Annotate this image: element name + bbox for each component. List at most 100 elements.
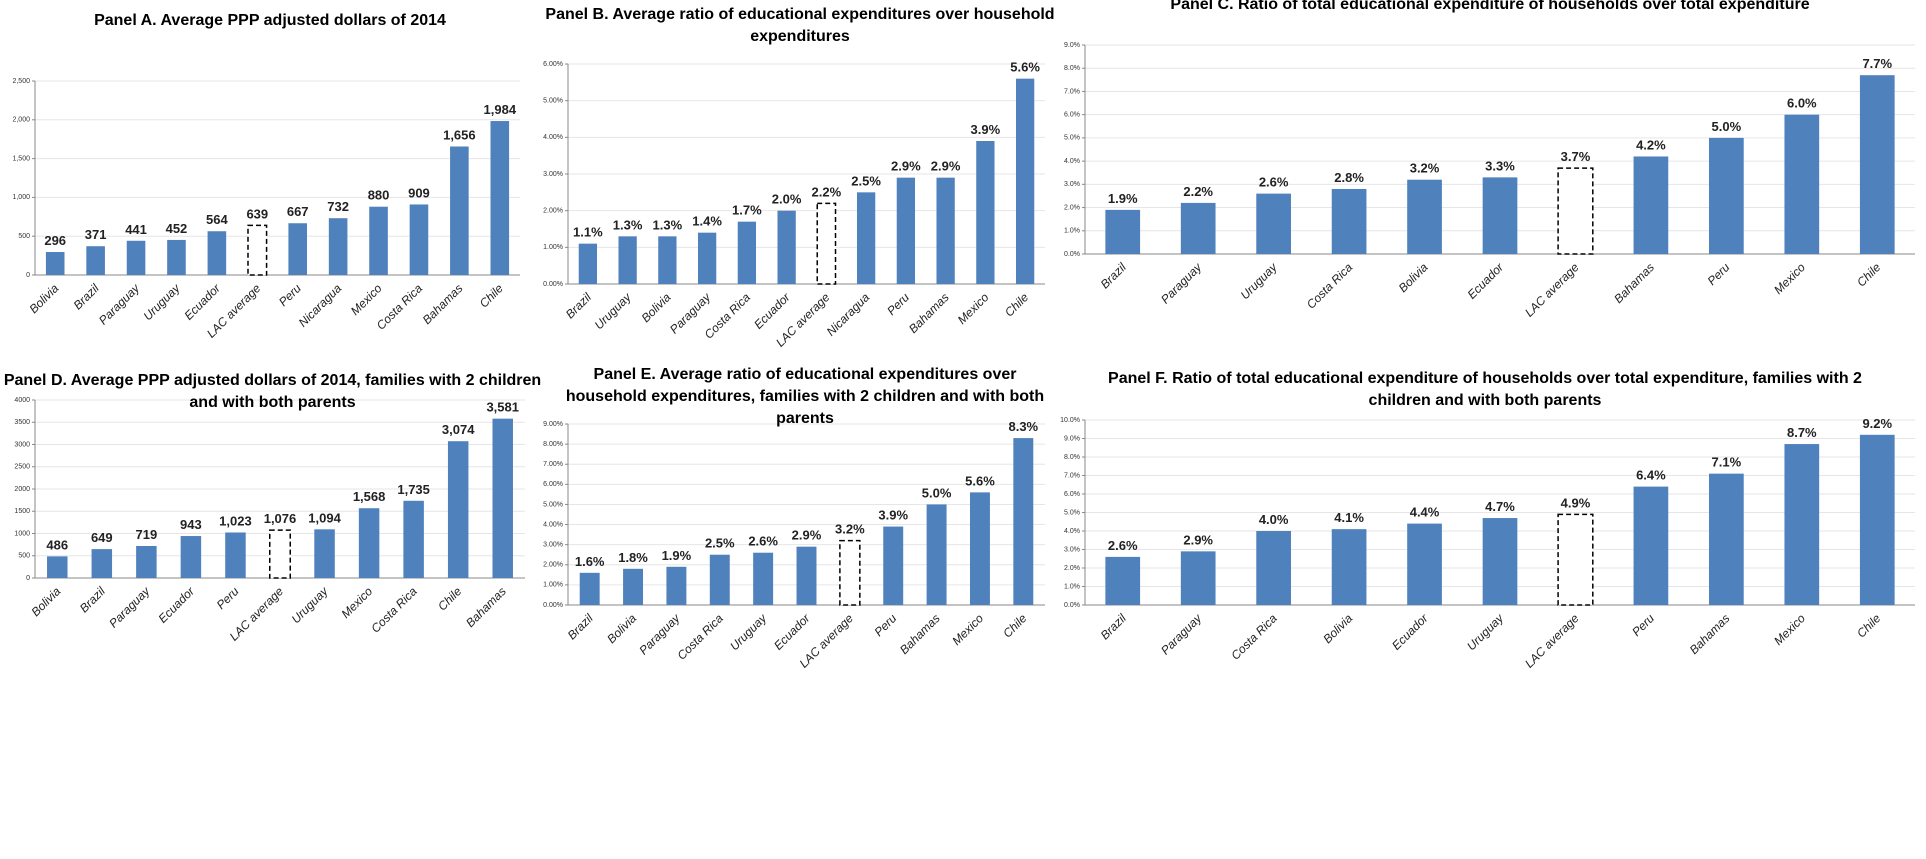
value-label: 2.6% [1259,175,1289,190]
value-label: 880 [368,188,390,203]
value-label: 7.7% [1862,56,1892,71]
bar [247,224,268,276]
bar [314,529,335,578]
bar [1709,137,1744,254]
bar [579,572,600,605]
bar [976,141,995,284]
bar [697,232,717,284]
x-tick-label: Bahamas [1687,611,1733,657]
y-tick-label: 7.0% [1064,472,1080,479]
y-tick-label: 3.00% [543,171,563,178]
value-label: 3.7% [1561,149,1591,164]
x-tick-label: Mexico [1771,611,1808,648]
value-label: 1,568 [353,489,386,504]
x-tick-label: Mexico [949,611,986,648]
x-tick-label: Nicaragua [296,281,345,330]
bar [1557,167,1594,255]
value-label: 3.2% [1410,161,1440,176]
value-label: 2.6% [748,534,778,549]
bar [578,243,598,284]
x-tick-label: Peru [276,281,304,309]
x-tick-label: Mexico [1771,260,1808,297]
x-tick-label: Bahamas [463,584,509,630]
bar [1256,193,1291,254]
bar [1013,438,1034,605]
y-tick-label: 2.0% [1064,204,1080,211]
bar [896,177,916,284]
value-label: 1.9% [662,548,692,563]
y-tick-label: 5.0% [1064,509,1080,516]
bar [969,492,990,605]
x-tick-label: Brazil [1098,260,1129,291]
bar [1633,486,1669,605]
value-label: 667 [287,204,309,219]
x-tick-label: Uruguay [289,584,332,627]
x-tick-label: Chile [435,584,464,613]
bar [207,231,227,275]
x-tick-label: Costa Rica [674,611,726,663]
value-label: 1.1% [573,225,603,240]
x-tick-label: Chile [1000,611,1029,640]
y-tick-label: 1.00% [543,244,563,251]
bar [737,221,757,284]
bar [1256,531,1291,605]
value-label: 2.9% [891,159,921,174]
bar [1015,78,1035,285]
x-tick-label: Ecuador [156,584,198,626]
value-label: 6.0% [1787,96,1817,111]
x-tick-label: LAC average [1522,260,1582,320]
y-tick-label: 5.00% [543,98,563,105]
bar [856,192,876,284]
bar [1407,523,1442,605]
value-label: 1.3% [613,217,643,232]
y-tick-label: 3.0% [1064,181,1080,188]
bar [1331,188,1367,254]
value-label: 371 [85,227,107,242]
y-tick-label: 1,500 [12,155,30,162]
value-label: 2.6% [1108,538,1138,553]
bar [839,539,861,606]
bar [86,246,105,275]
bar [369,206,388,275]
value-label: 2.9% [931,159,961,174]
x-tick-label: Brazil [71,281,102,312]
x-tick-label: Bahamas [897,611,943,657]
y-tick-label: 7.0% [1064,88,1080,95]
chart-title: Panel B. Average ratio of educational ex… [545,6,1055,45]
bar [1482,518,1518,605]
x-tick-label: Uruguay [592,290,635,333]
x-tick-label: Bolivia [28,584,63,619]
bar [1105,209,1141,254]
x-tick-label: Paraguay [1158,611,1205,658]
y-tick-label: 2000 [14,486,30,493]
x-tick-label: Brazil [77,584,108,615]
bar [883,526,904,605]
value-label: 649 [91,530,113,545]
value-label: 8.7% [1787,425,1817,440]
x-tick-label: Costa Rica [1228,611,1280,663]
y-tick-label: 4.0% [1064,528,1080,535]
value-label: 3.3% [1485,158,1515,173]
bar [409,204,429,275]
y-tick-label: 6.0% [1064,112,1080,119]
y-tick-label: 3.00% [543,542,563,549]
x-tick-label: Bolivia [639,290,674,325]
y-tick-label: 2500 [14,464,30,471]
value-label: 441 [125,222,147,237]
bar [47,556,68,578]
value-label: 1,984 [484,102,517,117]
y-tick-label: 3000 [14,441,30,448]
x-tick-label: Mexico [338,584,375,621]
x-tick-label: Costa Rica [1304,260,1356,312]
x-tick-label: Peru [1629,611,1657,639]
value-label: 7.1% [1712,455,1742,470]
bar [1180,551,1216,605]
value-label: 639 [246,206,268,221]
y-tick-label: 8.0% [1064,454,1080,461]
value-label: 1,735 [397,482,430,497]
chart-title: Panel F. Ratio of total educational expe… [1108,370,1862,409]
bar [1859,434,1895,605]
value-label: 3.9% [878,508,908,523]
y-tick-label: 2.00% [543,562,563,569]
x-tick-label: Bolivia [1320,611,1355,646]
